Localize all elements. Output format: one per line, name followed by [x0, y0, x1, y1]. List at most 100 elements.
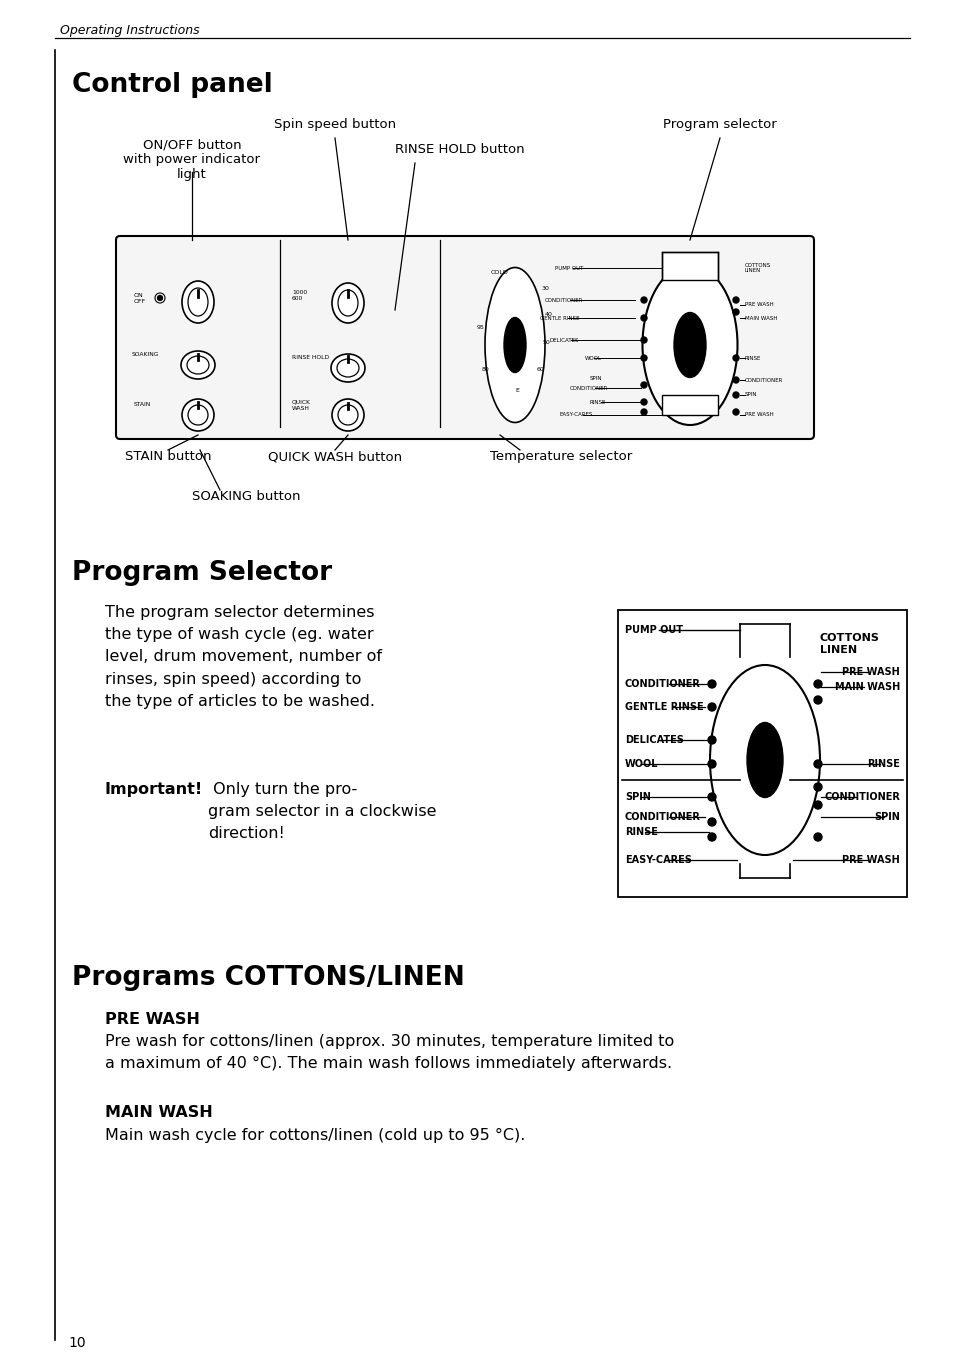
Text: PRE WASH: PRE WASH	[744, 412, 773, 418]
Text: PRE WASH: PRE WASH	[841, 667, 899, 677]
Circle shape	[732, 356, 739, 361]
Text: WOOL: WOOL	[624, 758, 658, 769]
Circle shape	[707, 760, 716, 768]
Text: GENTLE RINSE: GENTLE RINSE	[624, 702, 703, 713]
Text: 10: 10	[68, 1336, 86, 1351]
Text: SOAKING button: SOAKING button	[192, 489, 300, 503]
Ellipse shape	[182, 399, 213, 431]
Circle shape	[732, 392, 739, 397]
Text: QUICK WASH button: QUICK WASH button	[268, 450, 401, 462]
Text: SPIN: SPIN	[589, 376, 602, 380]
Text: The program selector determines
the type of wash cycle (eg. water
level, drum mo: The program selector determines the type…	[105, 604, 381, 708]
Ellipse shape	[503, 318, 525, 373]
Circle shape	[157, 296, 162, 300]
Text: RINSE: RINSE	[624, 827, 658, 837]
Ellipse shape	[673, 312, 705, 377]
Text: 60: 60	[537, 366, 544, 372]
Text: Important!: Important!	[105, 781, 203, 796]
Text: CONDITIONER: CONDITIONER	[744, 377, 782, 383]
Text: ON/OFF button
with power indicator
light: ON/OFF button with power indicator light	[123, 138, 260, 181]
Text: MAIN WASH: MAIN WASH	[744, 315, 777, 320]
Ellipse shape	[337, 406, 357, 425]
Text: Program selector: Program selector	[662, 118, 776, 131]
Circle shape	[813, 680, 821, 688]
Circle shape	[640, 399, 646, 406]
Circle shape	[707, 818, 716, 826]
Text: MAIN WASH: MAIN WASH	[834, 681, 899, 692]
Text: QUICK
WASH: QUICK WASH	[292, 400, 311, 411]
Circle shape	[732, 297, 739, 303]
Ellipse shape	[332, 283, 364, 323]
Circle shape	[707, 833, 716, 841]
Circle shape	[707, 794, 716, 800]
Circle shape	[640, 337, 646, 343]
Ellipse shape	[337, 289, 357, 316]
Text: Control panel: Control panel	[71, 72, 273, 97]
Text: RINSE: RINSE	[589, 399, 606, 404]
Circle shape	[813, 696, 821, 704]
Ellipse shape	[641, 265, 737, 425]
Text: RINSE HOLD button: RINSE HOLD button	[395, 143, 524, 155]
Ellipse shape	[331, 354, 365, 383]
Circle shape	[640, 356, 646, 361]
Circle shape	[813, 760, 821, 768]
Text: 1000
600: 1000 600	[292, 289, 307, 300]
Text: COLD: COLD	[490, 270, 507, 274]
Text: Spin speed button: Spin speed button	[274, 118, 395, 131]
Ellipse shape	[188, 406, 208, 425]
Text: 50: 50	[542, 339, 550, 345]
Text: RINSE: RINSE	[744, 356, 760, 361]
Text: CONDITIONER: CONDITIONER	[544, 297, 583, 303]
Text: RINSE: RINSE	[866, 758, 899, 769]
Text: Programs COTTONS/LINEN: Programs COTTONS/LINEN	[71, 965, 464, 991]
Ellipse shape	[709, 665, 820, 854]
Text: CONDITIONER: CONDITIONER	[823, 792, 899, 802]
Circle shape	[813, 800, 821, 808]
Text: PRE WASH: PRE WASH	[841, 854, 899, 865]
Text: Pre wash for cottons/linen (approx. 30 minutes, temperature limited to
a maximum: Pre wash for cottons/linen (approx. 30 m…	[105, 1034, 674, 1071]
Circle shape	[813, 833, 821, 841]
Text: Temperature selector: Temperature selector	[490, 450, 632, 462]
Circle shape	[732, 377, 739, 383]
Text: DELICATES: DELICATES	[624, 735, 683, 745]
Text: SOAKING: SOAKING	[132, 352, 159, 357]
Ellipse shape	[336, 360, 358, 377]
Ellipse shape	[746, 722, 782, 798]
FancyBboxPatch shape	[661, 395, 718, 415]
FancyBboxPatch shape	[116, 237, 813, 439]
Circle shape	[640, 410, 646, 415]
Ellipse shape	[332, 399, 364, 431]
Text: DELICATES: DELICATES	[550, 338, 578, 342]
Circle shape	[154, 293, 165, 303]
Text: CONDITIONER: CONDITIONER	[569, 385, 608, 391]
Circle shape	[640, 297, 646, 303]
FancyBboxPatch shape	[618, 610, 906, 896]
Text: RINSE HOLD: RINSE HOLD	[292, 356, 329, 360]
Text: Main wash cycle for cottons/linen (cold up to 95 °C).: Main wash cycle for cottons/linen (cold …	[105, 1128, 525, 1142]
Ellipse shape	[182, 281, 213, 323]
Ellipse shape	[181, 352, 214, 379]
Text: WOOL: WOOL	[584, 356, 601, 361]
Text: SPIN: SPIN	[624, 792, 650, 802]
Text: CONDITIONER: CONDITIONER	[624, 813, 700, 822]
Text: PRE WASH: PRE WASH	[105, 1013, 200, 1028]
Text: Only turn the pro-
gram selector in a clockwise
direction!: Only turn the pro- gram selector in a cl…	[208, 781, 436, 841]
Text: PUMP OUT: PUMP OUT	[555, 265, 583, 270]
Text: STAIN button: STAIN button	[125, 450, 211, 462]
Circle shape	[640, 383, 646, 388]
Text: PRE WASH: PRE WASH	[744, 303, 773, 307]
Text: Operating Instructions: Operating Instructions	[60, 24, 199, 37]
Text: STAIN: STAIN	[133, 402, 152, 407]
Text: 40: 40	[544, 312, 553, 316]
Text: COTTONS
LINEN: COTTONS LINEN	[744, 262, 770, 273]
Text: ON
OFF: ON OFF	[133, 293, 146, 304]
Circle shape	[640, 315, 646, 320]
Ellipse shape	[188, 288, 208, 316]
Text: EASY-CARES: EASY-CARES	[624, 854, 691, 865]
Ellipse shape	[484, 268, 544, 422]
Text: EASY-CARES: EASY-CARES	[559, 412, 593, 418]
Text: 80: 80	[480, 366, 489, 372]
Circle shape	[707, 735, 716, 744]
Text: GENTLE RINSE: GENTLE RINSE	[539, 315, 578, 320]
Text: E: E	[515, 388, 518, 393]
